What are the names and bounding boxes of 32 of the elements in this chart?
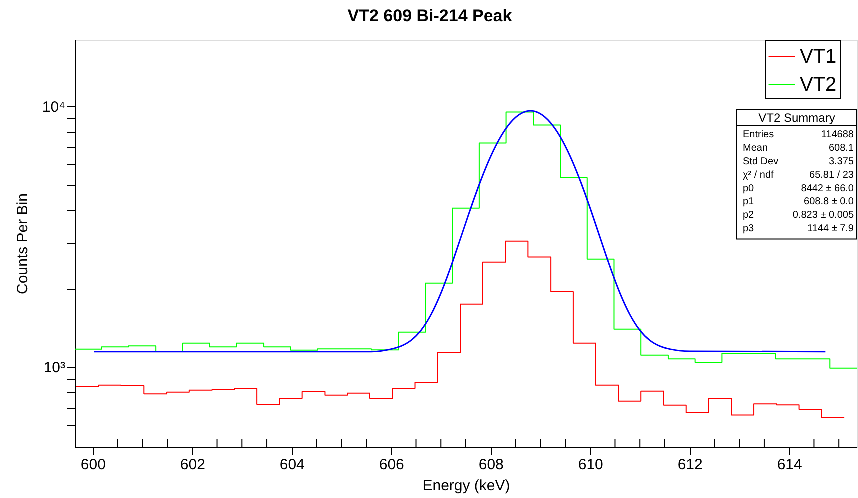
annotation: 114688 [821,130,854,141]
x-tick-label: 610 [578,456,604,474]
x-tick-label: 600 [80,456,106,474]
y-axis-title: Counts Per Bin [14,194,32,294]
annotation: 608.8 ± 0.0 [804,196,854,208]
annotation: p1 [743,196,755,208]
annotation: Mean [743,143,768,154]
annotation: 65.81 / 23 [810,170,854,181]
annotation: VT2 Summary [758,111,836,125]
annotation: 3.375 [828,156,854,168]
annotation: 608.1 [828,143,854,154]
annotation: 1144 ± 7.9 [808,224,854,234]
x-axis-title: Energy (keV) [422,478,510,494]
annotation: Entries [743,130,774,141]
x-tick-label: 606 [379,456,404,474]
x-tick-label: 604 [280,456,305,474]
y-tick-label: 10³ [44,360,66,377]
annotation: χ² / ndf [743,170,774,181]
x-tick-label: 608 [478,456,504,474]
x-tick-label: 602 [180,456,206,474]
annotation: 0.823 ± 0.005 [792,210,854,222]
chart-title: VT2 609 Bi-214 Peak [348,6,513,26]
annotation: p2 [743,210,755,222]
annotation: p3 [743,224,755,234]
y-tick-label: 10⁴ [42,98,66,116]
annotation: Std Dev [743,156,779,168]
annotation: p0 [743,183,755,194]
legend-label: VT1 [800,46,837,68]
x-tick-label: 612 [678,456,703,474]
annotation: 8442 ± 66.0 [801,183,854,194]
x-tick-label: 614 [777,456,802,474]
legend-label: VT2 [800,74,837,96]
